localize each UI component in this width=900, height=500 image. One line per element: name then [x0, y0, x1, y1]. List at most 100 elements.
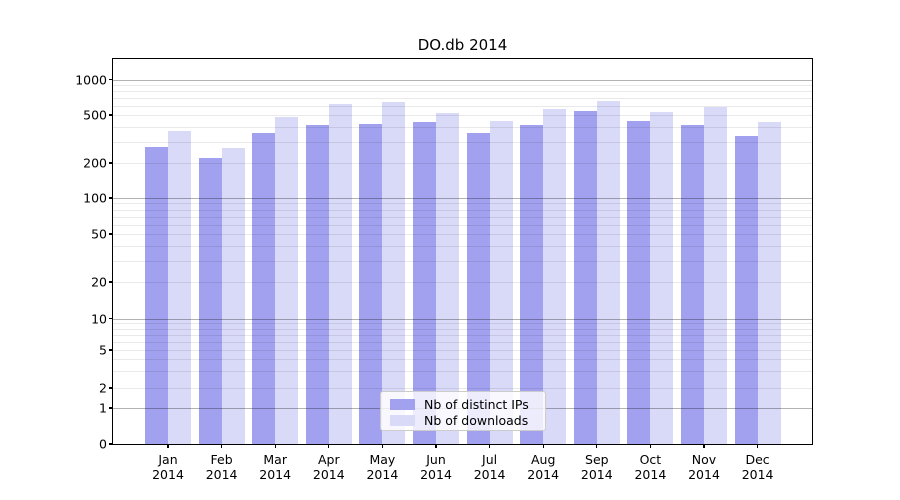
- bar-distinct-ips: [359, 124, 383, 444]
- x-tick-label: Nov 2014: [672, 452, 736, 482]
- y-tick-label: 1000: [75, 72, 107, 87]
- x-tick: [489, 444, 491, 448]
- bar-distinct-ips: [145, 147, 168, 444]
- bar-downloads: [650, 112, 674, 444]
- year-label: 2014: [741, 467, 774, 482]
- gridline-minor: [113, 359, 812, 361]
- legend-item: Nb of downloads: [390, 412, 545, 428]
- gridline-minor: [113, 126, 812, 128]
- y-tick-label: 200: [83, 155, 107, 171]
- legend-label: Nb of distinct IPs: [424, 396, 529, 412]
- gridline-minor: [113, 203, 812, 205]
- month-label: Jun: [426, 452, 446, 467]
- x-tick-label: Oct 2014: [618, 452, 682, 482]
- gridline-major: [113, 79, 812, 81]
- y-tick-label: 0: [99, 436, 107, 452]
- gridline-minor: [113, 216, 812, 218]
- month-label: Feb: [210, 452, 233, 467]
- bar-downloads: [489, 120, 513, 444]
- y-tick: [109, 387, 113, 389]
- x-tick: [328, 444, 330, 448]
- month-label: Nov: [691, 452, 717, 467]
- legend-swatch-downloads: [390, 414, 415, 426]
- bar-downloads: [704, 106, 727, 444]
- legend-item: Nb of distinct IPs: [390, 396, 545, 412]
- gridline-minor: [113, 115, 812, 116]
- y-tick-label: 50: [91, 226, 107, 242]
- bar-downloads: [382, 102, 406, 444]
- bar-distinct-ips: [198, 158, 222, 444]
- year-label: 2014: [205, 467, 238, 482]
- gridline-major: [113, 318, 812, 320]
- x-tick-label: Jul 2014: [458, 452, 522, 482]
- gridline-minor: [113, 328, 812, 330]
- bar-downloads: [275, 117, 299, 444]
- y-tick: [109, 281, 113, 283]
- bar-distinct-ips: [681, 125, 704, 444]
- y-tick: [109, 162, 113, 164]
- x-tick: [542, 444, 544, 448]
- y-tick-label: 10: [91, 311, 107, 326]
- y-tick: [109, 197, 113, 199]
- gridline-minor: [113, 105, 812, 107]
- y-tick: [109, 317, 113, 320]
- legend-label: Nb of downloads: [424, 412, 529, 428]
- year-label: 2014: [473, 467, 506, 482]
- bar-distinct-ips: [466, 132, 490, 444]
- x-tick-label: Feb 2014: [190, 452, 254, 482]
- gridline-minor: [113, 84, 812, 86]
- x-tick: [703, 444, 705, 448]
- month-label: Jan: [158, 452, 178, 467]
- gridline-minor: [113, 371, 812, 373]
- plot-area: [113, 59, 812, 444]
- chart-title: DO.db 2014: [417, 36, 508, 54]
- y-tick-label: 2: [99, 380, 107, 396]
- gridline-minor: [113, 334, 812, 336]
- month-label: Oct: [639, 452, 662, 467]
- bar-distinct-ips: [252, 132, 276, 444]
- x-tick-label: Dec 2014: [726, 452, 790, 482]
- y-tick: [109, 443, 113, 445]
- year-label: 2014: [259, 467, 292, 482]
- year-label: 2014: [634, 467, 667, 482]
- bar-distinct-ips: [520, 125, 544, 444]
- y-tick-label: 100: [83, 190, 107, 206]
- month-label: Sep: [585, 452, 609, 467]
- gridline-minor: [113, 90, 812, 92]
- x-tick-label: Sep 2014: [565, 452, 629, 482]
- bar-distinct-ips: [734, 135, 758, 444]
- y-tick: [109, 349, 113, 351]
- bar-downloads: [168, 130, 191, 444]
- month-label: Jul: [482, 452, 498, 467]
- y-tick-label: 20: [91, 274, 107, 290]
- bar-distinct-ips: [413, 122, 436, 444]
- gridline-minor: [113, 141, 812, 143]
- gridline-minor: [113, 224, 812, 226]
- legend: Nb of distinct IPs Nb of downloads: [380, 391, 546, 431]
- x-tick: [274, 444, 276, 448]
- year-label: 2014: [527, 467, 560, 482]
- gridline-minor: [113, 209, 812, 211]
- gridline-minor: [113, 350, 812, 351]
- year-label: 2014: [580, 467, 613, 482]
- x-tick-label: Apr 2014: [297, 452, 361, 482]
- gridline-minor: [113, 245, 812, 247]
- month-label: May: [369, 452, 396, 467]
- y-tick: [109, 114, 113, 116]
- x-tick: [221, 444, 223, 448]
- year-label: 2014: [688, 467, 720, 482]
- bar-downloads: [757, 122, 781, 444]
- x-tick: [381, 444, 383, 448]
- y-tick-label: 500: [83, 107, 107, 123]
- year-label: 2014: [366, 467, 399, 482]
- x-tick: [757, 444, 759, 448]
- month-label: Aug: [530, 452, 556, 467]
- gridline-minor: [113, 260, 812, 262]
- gridline-minor: [113, 323, 812, 325]
- gridline-minor: [113, 341, 812, 343]
- legend-swatch-ips: [390, 398, 415, 410]
- year-label: 2014: [152, 467, 184, 482]
- plot-frame: [111, 57, 814, 446]
- x-tick: [649, 444, 651, 448]
- bar-downloads: [543, 109, 567, 444]
